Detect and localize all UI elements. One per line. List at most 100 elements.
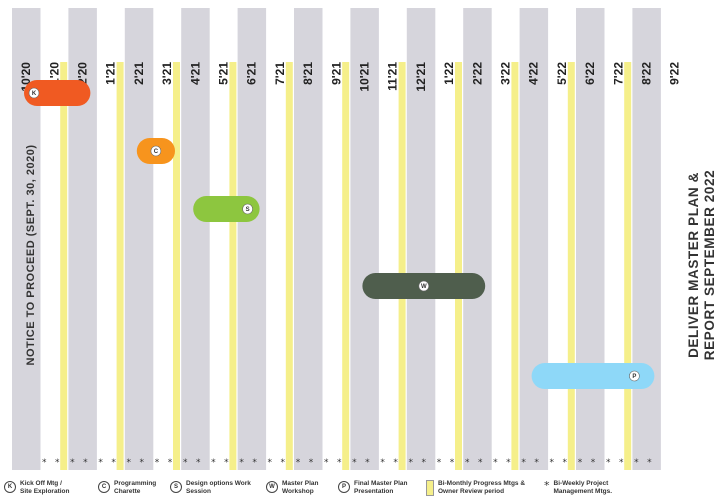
biweekly-meeting-star: *	[211, 458, 216, 468]
biweekly-meeting-star: *	[324, 458, 329, 468]
legend-item-0: K Kick Off Mtg / Site Exploration	[4, 480, 69, 496]
biweekly-meeting-star: *	[168, 458, 173, 468]
month-label-13: 11'21	[386, 62, 400, 91]
phase-icon-label-c: C	[154, 149, 159, 155]
phase-bar-k	[24, 80, 91, 106]
month-column-18	[519, 8, 549, 470]
notice-to-proceed-label: NOTICE TO PROCEED (SEPT. 30, 2020)	[25, 145, 37, 366]
legend-line-2: Management Mtgs.	[553, 488, 613, 495]
phase-icon-c	[150, 145, 162, 157]
month-label-12: 10'21	[358, 62, 372, 92]
month-label-7: 5'21	[217, 62, 231, 85]
gantt-chart: 10'20 11'20 12'20 1'21 2'21 3'21 4'21 5'21 6'21 7…	[12, 8, 717, 470]
legend-line-2: Session	[186, 488, 211, 495]
month-label-14: 12'21	[414, 62, 428, 92]
progress-meeting-bar-0	[60, 62, 68, 470]
biweekly-meeting-star: *	[437, 458, 442, 468]
month-label-20: 6'22	[583, 62, 597, 85]
biweekly-meeting-star: *	[619, 458, 624, 468]
biweekly-meeting-star: *	[309, 458, 314, 468]
biweekly-meeting-star: *	[409, 458, 414, 468]
month-label-17: 3'22	[499, 62, 513, 85]
legend-line-2: Presentation	[354, 488, 394, 495]
legend-symbol-w: W	[266, 481, 278, 493]
biweekly-meeting-star: *	[521, 458, 526, 468]
biweekly-meeting-star: *	[365, 458, 370, 468]
phase-icon-label-k: K	[32, 91, 37, 97]
biweekly-meeting-star: *	[450, 458, 455, 468]
biweekly-meeting-star: *	[281, 458, 286, 468]
legend-text: Programming Charette	[114, 480, 156, 496]
phase-bar-p	[531, 363, 655, 389]
legend-line-1: Design options Work	[186, 480, 251, 487]
month-label-3: 1'21	[104, 62, 118, 85]
month-label-18: 4'22	[527, 62, 541, 85]
legend-line-1: Kick Off Mtg /	[20, 480, 62, 487]
legend-symbol-k: K	[4, 481, 16, 493]
biweekly-meeting-star: *	[252, 458, 257, 468]
month-column-4	[124, 8, 154, 470]
deliver-note-line-1: DELIVER MASTER PLAN &	[686, 172, 701, 358]
legend-item-6: * Bi-Weekly Project Management Mtgs.	[544, 480, 612, 496]
biweekly-meeting-star: *	[155, 458, 160, 468]
month-label-5: 3'21	[160, 62, 174, 85]
legend-text: Bi-Weekly Project Management Mtgs.	[554, 480, 613, 496]
biweekly-meeting-star: *	[224, 458, 229, 468]
biweekly-meeting-star: *	[98, 458, 103, 468]
progress-meeting-bar-9	[567, 62, 575, 470]
month-column-12	[350, 8, 379, 470]
legend-line-1: Master Plan	[282, 480, 319, 487]
month-column-16	[463, 8, 492, 470]
biweekly-meeting-star: *	[127, 458, 132, 468]
legend-line-1: Final Master Plan	[354, 480, 408, 487]
biweekly-meeting-star: *	[647, 458, 652, 468]
month-label-8: 6'21	[245, 62, 259, 85]
progress-meeting-bar-7	[455, 62, 462, 470]
biweekly-meeting-star: *	[239, 458, 244, 468]
month-label-4: 2'21	[132, 62, 146, 85]
progress-meeting-bar-10	[624, 62, 632, 470]
progress-meeting-bar-3	[229, 62, 237, 470]
legend-text: Bi-Monthly Progress Mtgs & Owner Review p…	[438, 480, 525, 496]
progress-meeting-bar-1	[116, 62, 124, 470]
legend-line-2: Workshop	[282, 488, 314, 495]
biweekly-meeting-star: *	[380, 458, 385, 468]
deliver-note-line-2: REPORT SEPTEMBER 2022	[702, 170, 717, 360]
biweekly-meeting-star: *	[196, 458, 201, 468]
biweekly-meeting-star: *	[606, 458, 611, 468]
month-label-23: 9'22	[668, 62, 682, 85]
progress-meeting-bar-8	[511, 62, 519, 470]
phase-icon-p	[629, 370, 640, 382]
biweekly-meeting-star: *	[111, 458, 116, 468]
biweekly-meeting-star: *	[83, 458, 88, 468]
biweekly-meeting-star: *	[140, 458, 145, 468]
phase-icon-s	[242, 203, 253, 215]
legend-text: Kick Off Mtg / Site Exploration	[20, 480, 69, 496]
legend-symbol-p: P	[338, 481, 350, 493]
month-label-21: 7'22	[611, 62, 625, 85]
biweekly-meeting-star: *	[422, 458, 427, 468]
legend-item-5: Bi-Monthly Progress Mtgs & Owner Review p…	[426, 480, 525, 496]
legend-text: Final Master Plan Presentation	[354, 480, 407, 496]
phase-bar-s	[193, 196, 260, 222]
biweekly-star-symbol: *	[544, 479, 550, 492]
phase-icon-k	[28, 87, 40, 99]
month-label-22: 8'22	[640, 62, 654, 85]
month-label-11: 9'21	[329, 62, 343, 85]
biweekly-meeting-star: *	[268, 458, 273, 468]
phase-icon-w	[418, 280, 430, 292]
biweekly-meeting-star: *	[478, 458, 483, 468]
month-label-15: 1'22	[442, 62, 456, 85]
legend-line-2: Site Exploration	[20, 488, 70, 495]
biweekly-meeting-star: *	[393, 458, 398, 468]
legend-line-2: Owner Review period	[438, 488, 505, 495]
legend-item-3: W Master Plan Workshop	[266, 480, 319, 496]
progress-meeting-swatch	[426, 480, 434, 496]
legend-item-4: P Final Master Plan Presentation	[338, 480, 407, 496]
legend-line-1: Programming	[114, 480, 157, 487]
legend-symbol-c: C	[98, 481, 110, 493]
biweekly-meeting-star: *	[352, 458, 357, 468]
month-column-22	[632, 8, 661, 470]
progress-meeting-bar-6	[398, 62, 406, 470]
biweekly-meeting-star: *	[183, 458, 188, 468]
